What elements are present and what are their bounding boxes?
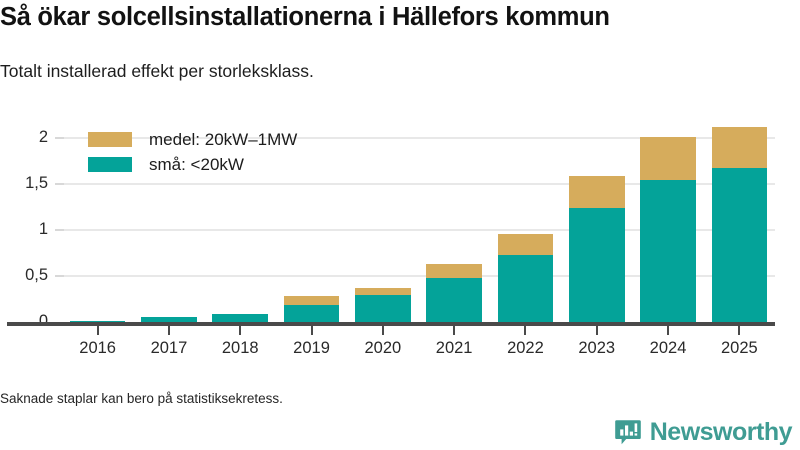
- bar-segment[interactable]: [355, 295, 411, 322]
- legend-label: små: <20kW: [149, 155, 244, 174]
- bar-segment[interactable]: [426, 277, 482, 322]
- x-axis-tick-mark: [239, 326, 242, 335]
- gridline: [62, 183, 775, 186]
- x-axis-tick-mark: [96, 326, 99, 335]
- chart-title: Så ökar solcellsinstallationerna i Hälle…: [0, 3, 610, 31]
- bar-segment[interactable]: [640, 179, 696, 322]
- bar-segment[interactable]: [497, 254, 554, 322]
- bar-group[interactable]: [212, 120, 269, 322]
- y-axis-tick-mark: [55, 275, 64, 278]
- legend-swatch: [88, 132, 132, 147]
- bar-segment[interactable]: [283, 304, 340, 322]
- y-axis-tick-mark: [55, 183, 64, 186]
- x-axis-tick-label: 2016: [79, 339, 116, 357]
- x-axis-tick-mark: [453, 326, 456, 335]
- bar-segment[interactable]: [568, 176, 625, 209]
- bar-group[interactable]: [497, 120, 554, 322]
- bars-layer: [0, 120, 800, 322]
- chart-footnote: Saknade staplar kan bero på statistiksek…: [0, 391, 283, 406]
- x-axis-tick-mark: [381, 326, 384, 335]
- gridline: [62, 137, 775, 140]
- x-axis-tick-mark: [310, 326, 313, 335]
- legend-swatch: [88, 157, 132, 172]
- bar-segment[interactable]: [568, 208, 625, 322]
- bar-segment[interactable]: [497, 233, 554, 255]
- bar-segment[interactable]: [640, 136, 696, 180]
- legend-label: medel: 20kW–1MW: [149, 130, 298, 149]
- newsworthy-logo[interactable]: Newsworthy: [614, 417, 793, 446]
- x-axis-tick-label: 2025: [720, 339, 758, 357]
- bar-group[interactable]: [711, 120, 768, 322]
- legend-item[interactable]: små: <20kW: [88, 153, 297, 176]
- bar-segment[interactable]: [212, 313, 269, 322]
- bar-segment[interactable]: [711, 167, 768, 322]
- y-axis-tick-label: 1: [38, 220, 48, 239]
- plot-area: 0 0,5 1 1,5 2 2016 2017 2018 2019 2020 2021 2022 20…: [0, 120, 800, 357]
- x-axis-line: [7, 322, 775, 326]
- x-axis-tick-label: 2020: [364, 339, 402, 357]
- legend-item[interactable]: medel: 20kW–1MW: [88, 128, 297, 151]
- bar-segment[interactable]: [355, 288, 411, 296]
- y-axis-tick-mark: [55, 137, 64, 140]
- x-axis-tick-label: 2024: [649, 339, 687, 357]
- y-axis-tick-label: 2: [38, 128, 48, 147]
- newsworthy-wordmark: Newsworthy: [649, 417, 793, 446]
- bar-group[interactable]: [426, 120, 482, 322]
- x-axis-tick-mark: [167, 326, 170, 335]
- bar-segment[interactable]: [141, 317, 197, 322]
- x-axis: 2016 2017 2018 2019 2020 2021 2022 2023 2024 2025: [0, 338, 800, 364]
- y-axis-tick-label: 1,5: [25, 174, 48, 193]
- x-axis-tick-label: 2019: [293, 339, 330, 357]
- x-axis-tick-label: 2023: [578, 339, 616, 357]
- gridline: [62, 275, 775, 278]
- y-axis-tick-label: 0,5: [25, 266, 48, 285]
- y-axis-tick-label: 0: [38, 312, 48, 330]
- x-axis-tick-label: 2017: [150, 339, 188, 357]
- bar-group[interactable]: [69, 120, 126, 322]
- x-axis-tick-label: 2022: [507, 339, 544, 357]
- x-axis-tick-label: 2021: [435, 339, 473, 357]
- x-axis-tick-label: 2018: [221, 339, 259, 357]
- bar-segment[interactable]: [711, 127, 768, 168]
- x-axis-tick-mark: [667, 326, 670, 335]
- bar-group[interactable]: [640, 120, 696, 322]
- x-axis-tick-mark: [738, 326, 741, 335]
- y-axis: 0 0,5 1 1,5 2: [0, 120, 48, 330]
- chart-subtitle: Totalt installerad effekt per storlekskl…: [0, 61, 314, 81]
- bar-group[interactable]: [568, 120, 625, 322]
- x-axis-tick-mark: [595, 326, 598, 335]
- bar-segment[interactable]: [69, 320, 126, 322]
- bar-segment[interactable]: [283, 296, 340, 305]
- x-axis-tick-mark: [524, 326, 527, 335]
- bar-segment[interactable]: [426, 264, 482, 278]
- bar-group[interactable]: [283, 120, 340, 322]
- bar-chart-speech-bubble-icon: [614, 420, 641, 445]
- y-axis-tick-mark: [55, 229, 64, 232]
- bar-group[interactable]: [141, 120, 197, 322]
- chart-legend: medel: 20kW–1MW små: <20kW: [88, 128, 297, 178]
- gridline: [62, 229, 775, 232]
- bar-group[interactable]: [355, 120, 411, 322]
